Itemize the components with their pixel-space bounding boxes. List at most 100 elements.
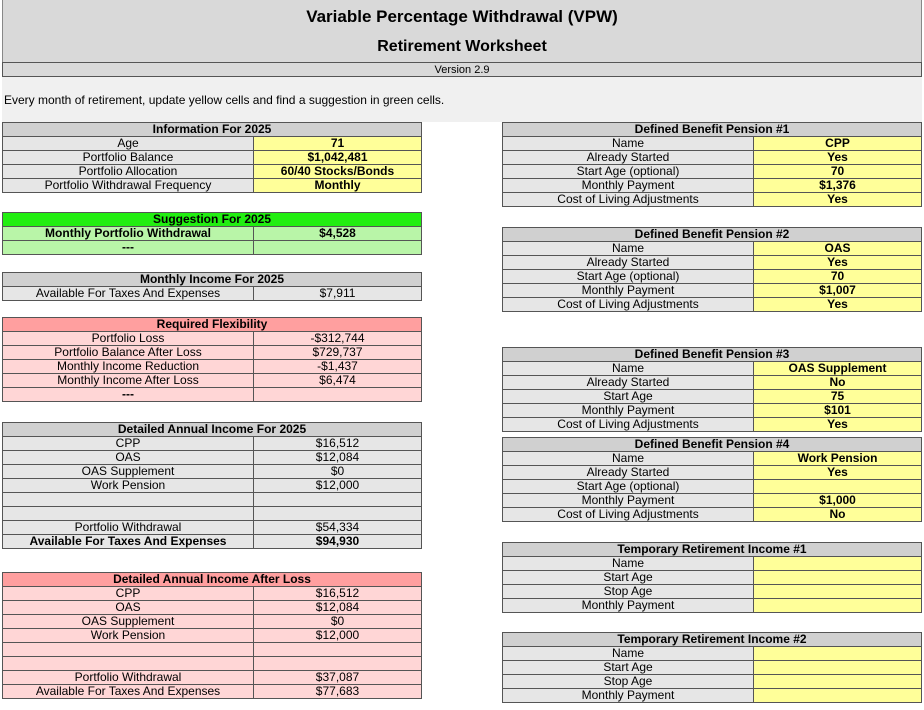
pension-3-cola-input[interactable]: Yes — [752, 417, 923, 432]
after-loss-work-pension-label: Work Pension — [2, 628, 254, 643]
annual-empty-value-1[interactable] — [253, 492, 422, 507]
after-loss-work-pension-value[interactable]: $12,000 — [253, 628, 422, 643]
annual-oas-supplement-value[interactable]: $0 — [253, 464, 422, 479]
income-reduction-value[interactable]: -$1,437 — [252, 359, 423, 374]
annual-cpp-value[interactable]: $16,512 — [253, 436, 422, 451]
flexibility-placeholder-value[interactable] — [252, 387, 423, 402]
pension-1-start-age-input[interactable]: 70 — [752, 164, 923, 179]
temporary-1-stop-age-input[interactable] — [753, 584, 922, 599]
suggestion-placeholder-label: --- — [2, 240, 254, 255]
after-loss-oas-value[interactable]: $12,084 — [253, 600, 422, 615]
after-loss-cpp-value[interactable]: $16,512 — [253, 586, 422, 601]
balance-after-loss-label: Portfolio Balance After Loss — [2, 345, 254, 360]
annual-income-title: Detailed Annual Income For 2025 — [2, 422, 422, 437]
after-loss-available-value[interactable]: $77,683 — [253, 684, 422, 699]
annual-cpp-label: CPP — [2, 436, 254, 451]
pension-2-cola-label: Cost of Living Adjustments — [502, 297, 754, 312]
portfolio-loss-value[interactable]: -$312,744 — [252, 331, 423, 346]
pension-3-started-label: Already Started — [502, 375, 754, 390]
pension-1-cola-input[interactable]: Yes — [752, 192, 923, 207]
version-label: Version 2.9 — [2, 62, 922, 77]
annual-portfolio-withdrawal-value[interactable]: $54,334 — [253, 520, 422, 535]
after-loss-portfolio-withdrawal-value[interactable]: $37,087 — [253, 670, 422, 685]
pension-1-title: Defined Benefit Pension #1 — [501, 122, 923, 137]
pension-1-payment-input[interactable]: $1,376 — [752, 178, 923, 193]
pension-2-payment-input[interactable]: $1,007 — [752, 283, 923, 298]
pension-3-name-input[interactable]: OAS Supplement — [752, 361, 923, 376]
portfolio-balance-input[interactable]: $1,042,481 — [253, 150, 422, 165]
temporary-2-stop-age-input[interactable] — [753, 674, 922, 689]
pension-2-started-input[interactable]: Yes — [752, 255, 923, 270]
annual-work-pension-value[interactable]: $12,000 — [253, 478, 422, 493]
pension-4-started-input[interactable]: Yes — [752, 465, 923, 480]
pension-1-table: Defined Benefit Pension #1 Name CPP Alrea… — [501, 122, 923, 207]
pension-3-start-age-input[interactable]: 75 — [752, 389, 923, 404]
pension-4-start-age-input[interactable] — [752, 479, 923, 494]
annual-income-table: Detailed Annual Income For 2025 CPP $16,5… — [2, 422, 422, 549]
annual-oas-label: OAS — [2, 450, 254, 465]
pension-4-name-label: Name — [502, 451, 754, 466]
after-loss-empty-value-2[interactable] — [253, 656, 422, 671]
after-loss-oas-label: OAS — [2, 600, 254, 615]
annual-oas-value[interactable]: $12,084 — [253, 450, 422, 465]
temporary-2-start-age-input[interactable] — [753, 660, 922, 675]
income-reduction-label: Monthly Income Reduction — [2, 359, 254, 374]
age-input[interactable]: 71 — [253, 136, 422, 151]
monthly-withdrawal-value[interactable]: $4,528 — [253, 226, 422, 241]
temporary-1-start-age-input[interactable] — [753, 570, 922, 585]
pension-1-started-input[interactable]: Yes — [752, 150, 923, 165]
pension-4-table: Defined Benefit Pension #4 Name Work Pens… — [501, 437, 923, 522]
temporary-2-payment-label: Monthly Payment — [502, 688, 754, 703]
pension-4-payment-input[interactable]: $1,000 — [752, 493, 923, 508]
pension-2-cola-input[interactable]: Yes — [752, 297, 923, 312]
temporary-2-name-input[interactable] — [753, 646, 922, 661]
age-label: Age — [2, 136, 254, 151]
monthly-available-value[interactable]: $7,911 — [253, 286, 422, 301]
pension-2-title: Defined Benefit Pension #2 — [501, 227, 923, 242]
annual-empty-value-2[interactable] — [253, 506, 422, 521]
income-after-loss-value[interactable]: $6,474 — [252, 373, 423, 388]
pension-4-cola-input[interactable]: No — [752, 507, 923, 522]
temporary-2-name-label: Name — [502, 646, 754, 661]
annual-available-value[interactable]: $94,930 — [253, 534, 422, 549]
temporary-2-payment-input[interactable] — [753, 688, 922, 703]
after-loss-oas-supplement-value[interactable]: $0 — [253, 614, 422, 629]
suggestion-placeholder-value[interactable] — [253, 240, 422, 255]
portfolio-allocation-input[interactable]: 60/40 Stocks/Bonds — [253, 164, 422, 179]
pension-1-name-label: Name — [502, 136, 754, 151]
portfolio-balance-label: Portfolio Balance — [2, 150, 254, 165]
instructions-band — [2, 77, 922, 122]
temporary-income-1-title: Temporary Retirement Income #1 — [502, 542, 922, 557]
information-table: Information For 2025 Age 71 Portfolio Bal… — [2, 122, 422, 193]
annual-empty-label-2 — [2, 506, 254, 521]
pension-3-started-input[interactable]: No — [752, 375, 923, 390]
after-loss-available-label: Available For Taxes And Expenses — [2, 684, 254, 699]
pension-1-payment-label: Monthly Payment — [502, 178, 754, 193]
temporary-1-name-input[interactable] — [753, 556, 922, 571]
annual-available-label: Available For Taxes And Expenses — [2, 534, 254, 549]
pension-1-cola-label: Cost of Living Adjustments — [502, 192, 754, 207]
temporary-2-stop-age-label: Stop Age — [502, 674, 754, 689]
after-loss-empty-value-1[interactable] — [253, 642, 422, 657]
pension-2-name-input[interactable]: OAS — [752, 241, 923, 256]
temporary-1-payment-input[interactable] — [753, 598, 922, 613]
income-after-loss-label: Monthly Income After Loss — [2, 373, 254, 388]
pension-3-payment-input[interactable]: $101 — [752, 403, 923, 418]
pension-2-start-age-label: Start Age (optional) — [502, 269, 754, 284]
annual-after-loss-title: Detailed Annual Income After Loss — [2, 572, 422, 587]
withdrawal-frequency-input[interactable]: Monthly — [253, 178, 422, 193]
balance-after-loss-value[interactable]: $729,737 — [252, 345, 423, 360]
pension-2-start-age-input[interactable]: 70 — [752, 269, 923, 284]
annual-oas-supplement-label: OAS Supplement — [2, 464, 254, 479]
pension-3-start-age-label: Start Age — [502, 389, 754, 404]
suggestion-title: Suggestion For 2025 — [2, 212, 422, 227]
pension-1-name-input[interactable]: CPP — [752, 136, 923, 151]
pension-4-start-age-label: Start Age (optional) — [502, 479, 754, 494]
temporary-1-stop-age-label: Stop Age — [502, 584, 754, 599]
temporary-1-name-label: Name — [502, 556, 754, 571]
temporary-1-payment-label: Monthly Payment — [502, 598, 754, 613]
pension-4-name-input[interactable]: Work Pension — [752, 451, 923, 466]
annual-empty-label-1 — [2, 492, 254, 507]
flexibility-placeholder-label: --- — [2, 387, 254, 402]
annual-portfolio-withdrawal-label: Portfolio Withdrawal — [2, 520, 254, 535]
